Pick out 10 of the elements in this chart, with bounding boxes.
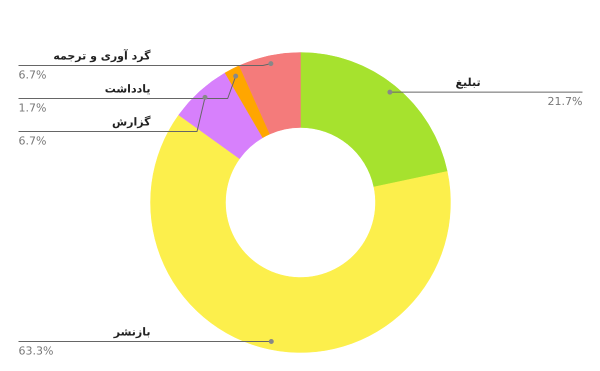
data-label: 1.7% [18, 102, 46, 114]
slice-label: تبلیغ [456, 76, 481, 90]
slice-label: یادداشت [104, 82, 151, 96]
data-label: 6.7% [18, 68, 46, 82]
slice-label: گرد آوری و ترجمه [53, 48, 152, 62]
data-label: 6.7% [18, 134, 46, 148]
slice-label: گزارش [112, 116, 152, 128]
data-label: 21.7% [548, 95, 583, 108]
slice-label: بازنشر [112, 325, 151, 338]
data-label: 63.3% [18, 344, 54, 358]
